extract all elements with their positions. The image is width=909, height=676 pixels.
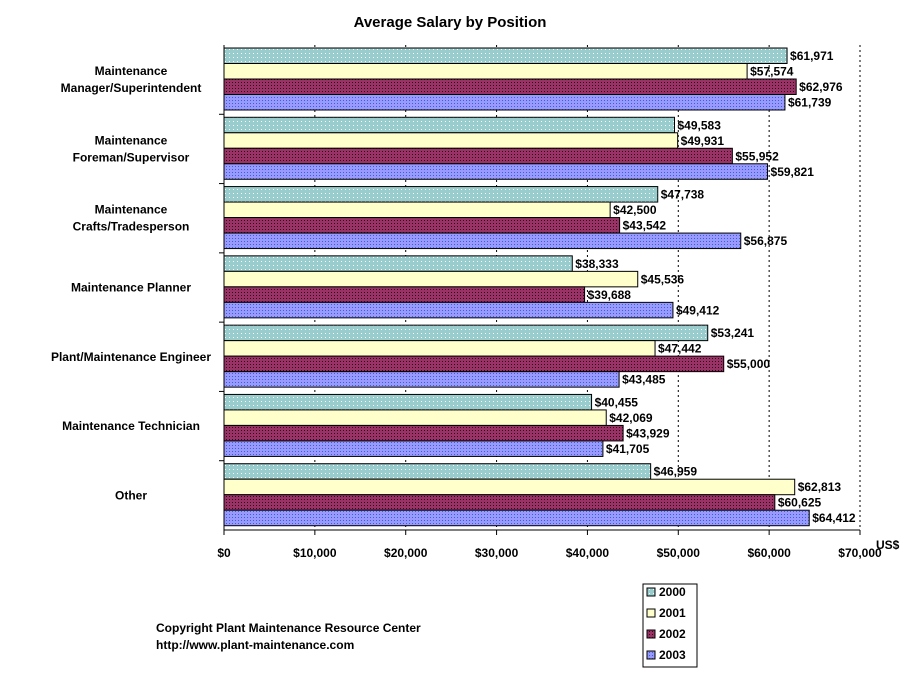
- bar-2002: [223, 286, 586, 303]
- data-label: $41,705: [606, 442, 650, 456]
- data-label: $55,000: [727, 357, 771, 371]
- category-label: Maintenance: [95, 203, 168, 217]
- bar-2001: [223, 201, 611, 219]
- data-label: $53,241: [711, 326, 755, 340]
- data-label: $43,542: [623, 219, 667, 233]
- category-label: Maintenance Technician: [62, 419, 200, 433]
- chart-title: Average Salary by Position: [354, 14, 547, 31]
- x-tick-label: $50,000: [657, 546, 701, 560]
- x-tick-label: $0: [217, 546, 231, 560]
- legend-label: 2001: [659, 606, 686, 620]
- data-label: $62,976: [799, 80, 843, 94]
- bar-2003: [223, 301, 674, 319]
- data-label: $64,412: [812, 511, 856, 525]
- data-label: $60,625: [778, 496, 822, 510]
- legend-label: 2003: [659, 648, 686, 662]
- bar-2000: [223, 47, 788, 64]
- x-tick-label: $10,000: [293, 546, 337, 560]
- x-axis-label: US$: [876, 538, 900, 552]
- bar-2003: [223, 163, 769, 180]
- data-label: $61,971: [790, 49, 834, 63]
- bar-2001: [223, 340, 656, 357]
- bar-2000: [223, 116, 675, 134]
- x-tick-label: $30,000: [475, 546, 519, 560]
- bar-2001: [223, 409, 607, 426]
- copyright-text: Copyright Plant Maintenance Resource Cen…: [156, 621, 421, 635]
- legend-label: 2002: [659, 627, 686, 641]
- x-tick-label: $70,000: [838, 546, 882, 560]
- data-label: $59,821: [771, 165, 815, 179]
- data-label: $46,959: [654, 465, 698, 479]
- data-label: $47,738: [661, 188, 705, 202]
- bar-2003: [223, 232, 742, 250]
- data-label: $57,574: [750, 65, 794, 79]
- category-label: Maintenance: [95, 133, 168, 147]
- legend-swatch-2003: [646, 650, 656, 660]
- bar-2002: [223, 147, 733, 165]
- data-label: $38,333: [575, 257, 619, 271]
- bar-2003: [223, 371, 620, 388]
- data-label: $42,500: [613, 203, 657, 217]
- data-label: $43,485: [622, 373, 666, 387]
- bar-2003: [223, 440, 604, 457]
- bar-2000: [223, 186, 659, 203]
- data-label: $61,739: [788, 96, 832, 110]
- website-link[interactable]: http://www.plant-maintenance.com: [156, 638, 355, 652]
- category-label: Plant/Maintenance Engineer: [51, 350, 211, 364]
- data-label: $39,688: [588, 288, 632, 302]
- category-label: Other: [115, 488, 147, 502]
- x-tick-label: $40,000: [566, 546, 610, 560]
- data-label: $47,442: [658, 342, 702, 356]
- bar-2001: [223, 478, 796, 496]
- data-label: $40,455: [595, 395, 639, 409]
- bar-2002: [223, 78, 797, 95]
- bar-2000: [223, 324, 709, 342]
- category-label: Maintenance Planner: [71, 281, 191, 295]
- bar-2001: [223, 63, 748, 80]
- bar-2002: [223, 424, 624, 442]
- legend-swatch-2000: [646, 587, 656, 597]
- x-tick-label: $20,000: [384, 546, 428, 560]
- data-label: $45,536: [641, 272, 685, 286]
- category-label: Manager/Superintendent: [61, 81, 202, 95]
- category-label: Foreman/Supervisor: [73, 150, 190, 164]
- data-label: $49,583: [677, 118, 721, 132]
- data-label: $62,813: [798, 480, 842, 494]
- legend-label: 2000: [659, 585, 686, 599]
- bar-2000: [223, 393, 593, 411]
- bar-2001: [223, 132, 679, 149]
- x-tick-label: $60,000: [747, 546, 791, 560]
- data-label: $49,412: [676, 303, 720, 317]
- bar-2000: [223, 255, 573, 272]
- legend-swatch-2001: [646, 608, 656, 618]
- legend: 2000 2001 2002 2003: [642, 583, 698, 668]
- category-label: Maintenance: [95, 64, 168, 78]
- bar-2000: [223, 463, 652, 480]
- category-label: Crafts/Tradesperson: [73, 220, 190, 234]
- data-label: $49,931: [681, 134, 725, 148]
- data-label: $42,069: [609, 411, 653, 425]
- bar-2003: [223, 509, 810, 527]
- bar-2002: [223, 355, 725, 373]
- legend-swatch-2002: [646, 629, 656, 639]
- bar-2002: [223, 494, 776, 511]
- bar-2003: [223, 94, 786, 111]
- data-label: $55,952: [735, 149, 779, 163]
- bar-2001: [223, 270, 639, 288]
- data-label: $56,875: [744, 234, 788, 248]
- data-label: $43,929: [626, 426, 670, 440]
- bar-2002: [223, 217, 621, 234]
